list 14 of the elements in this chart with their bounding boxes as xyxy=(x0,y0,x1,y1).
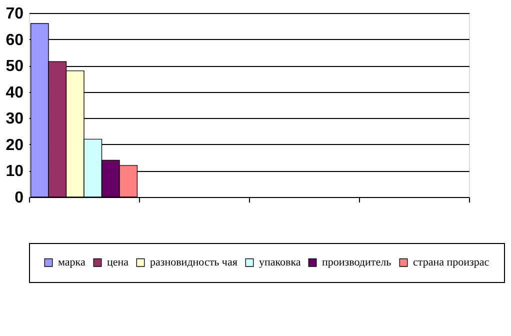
legend-label: страна произрас xyxy=(413,256,490,269)
legend-label: цена xyxy=(107,256,129,269)
y-tick-label: 0 xyxy=(14,190,24,206)
legend-label: производитель xyxy=(322,256,392,269)
y-tick-label: 30 xyxy=(6,110,24,128)
y-tick-label: 40 xyxy=(6,84,24,102)
legend-label: упаковка xyxy=(259,256,301,269)
legend-label: разновидность чая xyxy=(150,256,238,269)
y-tick-label: 50 xyxy=(6,58,24,76)
y-tick-label: 10 xyxy=(6,163,24,180)
y-tick-label: 70 xyxy=(6,6,24,22)
legend-label: марка xyxy=(58,256,86,269)
y-tick-label: 20 xyxy=(6,136,24,154)
y-tick-label: 60 xyxy=(6,32,24,49)
